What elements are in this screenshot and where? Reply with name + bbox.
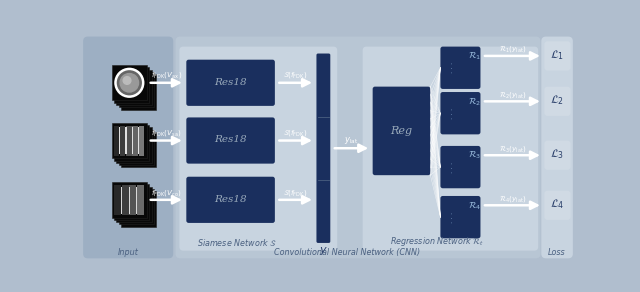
Text: Convolutional Neural Network (CNN): Convolutional Neural Network (CNN) [274, 248, 420, 257]
Bar [136, 187, 138, 214]
Text: $\mathcal{L}_2$: $\mathcal{L}_2$ [550, 94, 564, 107]
Bar [122, 185, 129, 215]
FancyBboxPatch shape [179, 47, 337, 251]
FancyBboxPatch shape [175, 36, 541, 258]
Text: Siamese Network $\mathcal{S}$: Siamese Network $\mathcal{S}$ [197, 237, 277, 248]
Text: $\mathcal{R}_3$: $\mathcal{R}_3$ [468, 149, 481, 161]
Text: $\mathcal{S}(f_{\rm FDK})$: $\mathcal{S}(f_{\rm FDK})$ [284, 70, 308, 81]
Text: $f_{\rm FDK}(V_{\rm sa})$: $f_{\rm FDK}(V_{\rm sa})$ [151, 128, 182, 138]
Bar [114, 67, 149, 103]
Text: · · ·: · · · [450, 107, 456, 119]
Bar [132, 127, 133, 154]
FancyBboxPatch shape [316, 53, 330, 243]
Circle shape [123, 77, 131, 84]
FancyBboxPatch shape [541, 36, 573, 258]
Text: · · ·: · · · [450, 62, 456, 73]
Text: $\mathcal{L}_1$: $\mathcal{L}_1$ [550, 48, 564, 62]
Text: Res18: Res18 [214, 194, 247, 204]
Bar [116, 187, 152, 222]
Bar [129, 185, 136, 215]
Text: $\mathcal{R}_4$: $\mathcal{R}_4$ [468, 199, 481, 211]
Text: $\mathcal{R}_4(y_{\rm lat})$: $\mathcal{R}_4(y_{\rm lat})$ [499, 194, 526, 204]
Circle shape [116, 70, 143, 96]
Bar [111, 182, 147, 218]
Bar [116, 127, 152, 163]
Bar [121, 191, 156, 227]
Bar [116, 70, 152, 105]
FancyBboxPatch shape [545, 41, 570, 71]
Bar [119, 127, 120, 154]
Text: Input: Input [117, 248, 138, 257]
FancyBboxPatch shape [363, 47, 538, 251]
FancyBboxPatch shape [545, 191, 570, 220]
Bar [120, 126, 125, 156]
Bar [139, 126, 144, 156]
Bar [137, 185, 144, 215]
Text: $\mathcal{L}_3$: $\mathcal{L}_3$ [550, 147, 564, 161]
Text: Res18: Res18 [214, 135, 247, 144]
FancyBboxPatch shape [545, 141, 570, 170]
Text: $\mathcal{S}(f_{\rm FDK})$: $\mathcal{S}(f_{\rm FDK})$ [284, 128, 308, 138]
Bar [121, 132, 156, 168]
FancyBboxPatch shape [186, 117, 275, 164]
Bar [114, 185, 149, 220]
Text: Regression Network $\mathcal{R}_t$: Regression Network $\mathcal{R}_t$ [390, 234, 484, 248]
Text: · · ·: · · · [450, 211, 456, 223]
Text: $\mathcal{L}_4$: $\mathcal{L}_4$ [550, 198, 564, 211]
Bar [118, 72, 154, 107]
Text: Res18: Res18 [214, 77, 247, 86]
Text: $\mathcal{R}_1(y_{\rm lat})$: $\mathcal{R}_1(y_{\rm lat})$ [499, 44, 526, 54]
FancyBboxPatch shape [440, 92, 481, 134]
Bar [125, 127, 127, 154]
Text: Reg: Reg [390, 126, 413, 136]
Bar [114, 185, 121, 215]
Bar [118, 130, 154, 165]
Text: · · ·: · · · [450, 161, 456, 173]
FancyBboxPatch shape [186, 177, 275, 223]
Bar [118, 189, 154, 225]
FancyBboxPatch shape [440, 196, 481, 238]
Text: $f_{\rm FDK}(V_{\rm ax})$: $f_{\rm FDK}(V_{\rm ax})$ [150, 70, 182, 81]
FancyBboxPatch shape [440, 146, 481, 188]
Bar [129, 187, 130, 214]
Circle shape [120, 74, 139, 92]
Bar [121, 187, 122, 214]
Text: $y$: $y$ [319, 245, 328, 257]
Text: Loss: Loss [548, 248, 566, 257]
Bar [126, 126, 132, 156]
Bar [138, 127, 139, 154]
Bar [111, 65, 147, 100]
Text: $f_{\rm FDK}(V_{\rm co})$: $f_{\rm FDK}(V_{\rm co})$ [151, 187, 182, 197]
Text: $\mathcal{R}_3(y_{\rm lat})$: $\mathcal{R}_3(y_{\rm lat})$ [499, 144, 526, 154]
Bar [111, 123, 147, 158]
Bar [132, 126, 138, 156]
Bar [121, 74, 156, 110]
Text: $y_{\rm lat}$: $y_{\rm lat}$ [344, 135, 359, 146]
Bar [114, 126, 119, 156]
FancyBboxPatch shape [83, 36, 173, 258]
Bar [114, 125, 149, 161]
Text: $\mathcal{S}(f_{\rm FDK})$: $\mathcal{S}(f_{\rm FDK})$ [284, 187, 308, 197]
FancyBboxPatch shape [545, 87, 570, 116]
Text: $\mathcal{R}_1$: $\mathcal{R}_1$ [468, 50, 481, 62]
FancyBboxPatch shape [440, 47, 481, 89]
Text: $\mathcal{R}_2(y_{\rm lat})$: $\mathcal{R}_2(y_{\rm lat})$ [499, 90, 526, 100]
FancyBboxPatch shape [372, 87, 431, 175]
Text: $\mathcal{R}_2$: $\mathcal{R}_2$ [468, 95, 481, 107]
FancyBboxPatch shape [186, 60, 275, 106]
